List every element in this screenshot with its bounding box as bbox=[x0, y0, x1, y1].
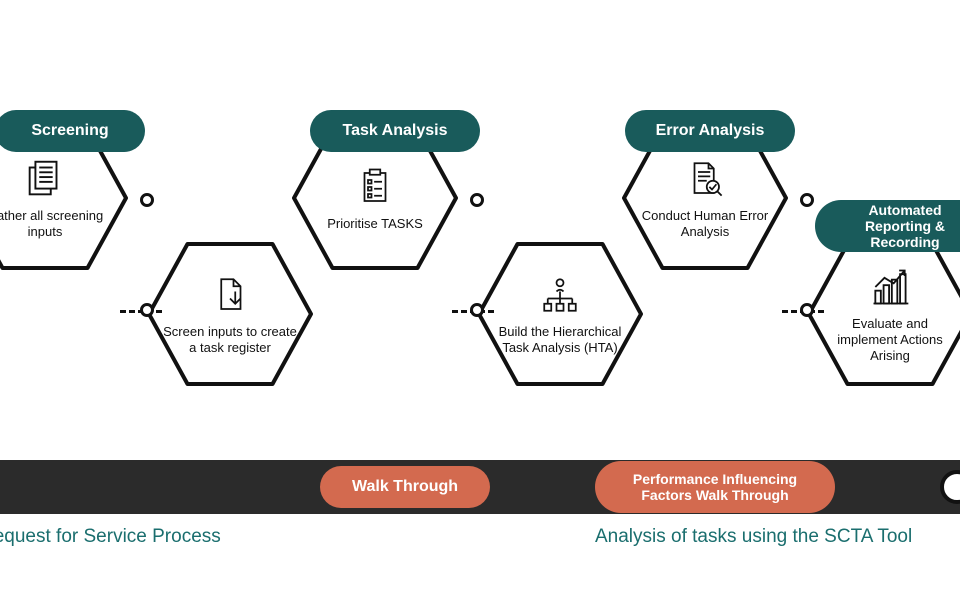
pill-error-analysis: Error Analysis bbox=[625, 110, 795, 152]
pill-walk-through: Walk Through bbox=[320, 466, 490, 508]
connector-dot bbox=[140, 303, 154, 317]
pill-task-analysis: Task Analysis bbox=[310, 110, 480, 152]
pill-label: Error Analysis bbox=[656, 122, 765, 140]
hex-caption: Evaluate and implement Actions Arising bbox=[823, 316, 957, 365]
doc-check-icon bbox=[682, 156, 728, 202]
connector-dot bbox=[140, 193, 154, 207]
pill-label: Walk Through bbox=[352, 478, 458, 496]
connector-dot bbox=[800, 303, 814, 317]
process-diagram: Screening Task Analysis Error Analysis A… bbox=[0, 80, 960, 460]
footer-right: Analysis of tasks using the SCTA Tool bbox=[595, 526, 912, 548]
connector-dot bbox=[800, 193, 814, 207]
documents-icon bbox=[22, 156, 68, 202]
hex-caption: Screen inputs to create a task register bbox=[163, 324, 297, 357]
hex-caption: Conduct Human Error Analysis bbox=[638, 208, 772, 241]
org-chart-icon bbox=[537, 272, 583, 318]
hex-caption: Build the Hierarchical Task Analysis (HT… bbox=[493, 324, 627, 357]
pill-label: Performance Influencing Factors Walk Thr… bbox=[617, 471, 813, 503]
pill-label: Task Analysis bbox=[343, 122, 448, 140]
hex-caption: Prioritise TASKS bbox=[327, 216, 423, 232]
pill-label: Automated Reporting & Recording bbox=[837, 202, 960, 250]
bar-trend-icon bbox=[867, 264, 913, 310]
footer-right-text: Analysis of tasks using the SCTA Tool bbox=[595, 526, 912, 547]
download-doc-icon bbox=[207, 272, 253, 318]
connector-dot bbox=[470, 303, 484, 317]
footer-left: Request for Service Process bbox=[0, 526, 221, 548]
hex-caption: Gather all screening inputs bbox=[0, 208, 112, 241]
pill-auto-report: Automated Reporting & Recording bbox=[815, 200, 960, 252]
pill-pif-walk: Performance Influencing Factors Walk Thr… bbox=[595, 461, 835, 513]
footer-left-text: Request for Service Process bbox=[0, 526, 221, 547]
checklist-icon bbox=[352, 164, 398, 210]
pill-screening: Screening bbox=[0, 110, 145, 152]
hex-actions: Evaluate and implement Actions Arising bbox=[805, 240, 960, 388]
connector-dot bbox=[470, 193, 484, 207]
pill-label: Screening bbox=[31, 122, 108, 140]
